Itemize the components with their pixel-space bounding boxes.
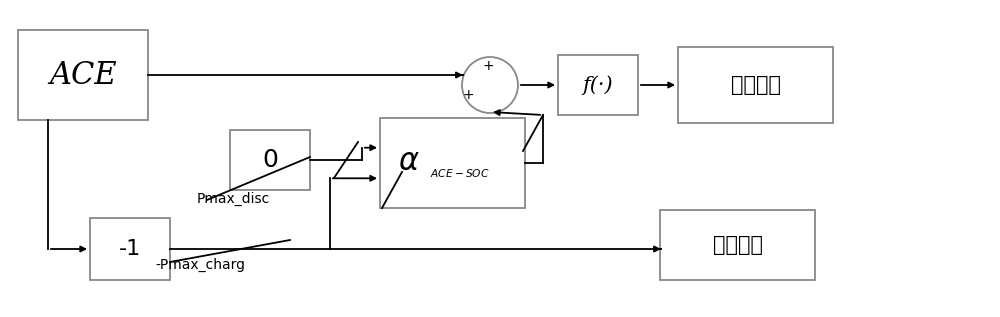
Bar — [678, 47, 833, 123]
Text: 常规机组: 常规机组 — [730, 75, 780, 95]
Text: -1: -1 — [119, 239, 141, 259]
Bar — [90, 218, 170, 280]
Text: $_{ACE-SOC}$: $_{ACE-SOC}$ — [430, 166, 490, 180]
Bar — [230, 130, 310, 190]
Text: $\alpha$: $\alpha$ — [398, 146, 420, 177]
Text: 储能系统: 储能系统 — [712, 235, 763, 255]
Text: f(·): f(·) — [583, 75, 613, 95]
Text: -Pmax_charg: -Pmax_charg — [155, 258, 245, 272]
Text: Pmax_disc: Pmax_disc — [197, 192, 270, 206]
Text: 0: 0 — [262, 148, 278, 172]
Bar — [380, 118, 525, 208]
Text: +: + — [462, 88, 474, 102]
Bar — [18, 30, 148, 120]
Text: +: + — [482, 59, 494, 73]
Bar — [660, 210, 815, 280]
Text: ACE: ACE — [49, 60, 117, 90]
Bar — [558, 55, 638, 115]
